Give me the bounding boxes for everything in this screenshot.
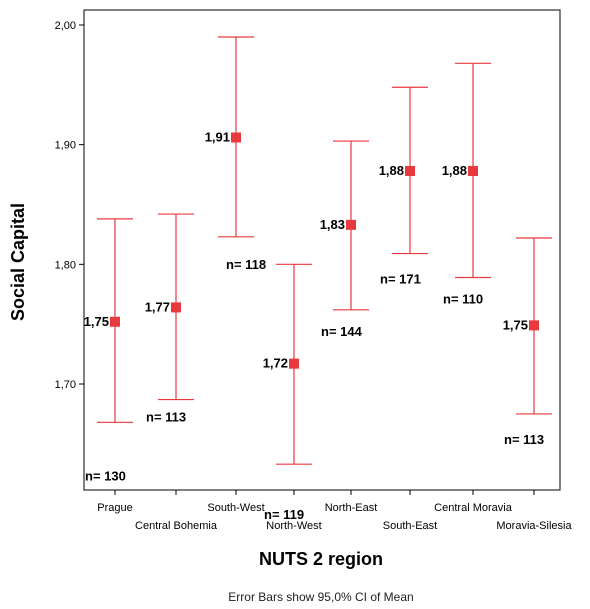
mean-marker: [171, 302, 181, 313]
mean-label: 1,83: [320, 217, 345, 232]
mean-label: 1,72: [263, 356, 288, 371]
n-label: n= 130: [85, 468, 126, 483]
mean-label: 1,88: [442, 163, 467, 178]
n-label: n= 171: [380, 272, 421, 287]
mean-label: 1,91: [205, 129, 230, 144]
mean-marker: [289, 358, 299, 369]
mean-marker: [405, 165, 415, 176]
x-tick-label: Prague: [97, 502, 132, 514]
x-axis-title: NUTS 2 region: [259, 549, 383, 569]
x-tick-label: North-West: [266, 520, 321, 532]
n-label: n= 144: [321, 324, 363, 339]
n-label: n= 119: [264, 507, 304, 522]
x-tick-label: South-East: [383, 520, 437, 532]
y-axis-title: Social Capital: [8, 203, 28, 321]
mean-label: 1,75: [503, 317, 528, 332]
n-label: n= 118: [226, 257, 266, 272]
y-tick-label: 2,00: [55, 20, 76, 32]
mean-label: 1,88: [379, 163, 404, 178]
mean-marker: [231, 132, 241, 143]
mean-label: 1,75: [84, 314, 109, 329]
error-bars-layer: [97, 36, 552, 465]
footnote: Error Bars show 95,0% CI of Mean: [228, 590, 413, 604]
x-tick-label: South-West: [207, 502, 264, 514]
mean-marker: [468, 165, 478, 176]
mean-marker: [110, 316, 120, 327]
n-label: n= 113: [504, 432, 544, 447]
n-label: n= 113: [146, 410, 186, 425]
x-tick-label: Central Moravia: [434, 502, 513, 514]
mean-marker: [346, 219, 356, 230]
x-tick-label: North-East: [325, 502, 378, 514]
x-tick-label: Central Bohemia: [135, 520, 218, 532]
mean-label: 1,77: [145, 299, 170, 314]
x-tick-label: Moravia-Silesia: [496, 520, 572, 532]
plot-frame: [83, 9, 561, 491]
y-tick-label: 1,70: [55, 379, 76, 391]
labels-layer: 1,75 n= 130 1,77 n= 113 1,91 n= 118 1,72 n= 119…: [84, 129, 544, 522]
n-label: n= 110: [443, 291, 483, 306]
mean-marker: [529, 320, 539, 331]
y-tick-label: 1,80: [55, 259, 76, 271]
y-tick-label: 1,90: [55, 140, 76, 152]
